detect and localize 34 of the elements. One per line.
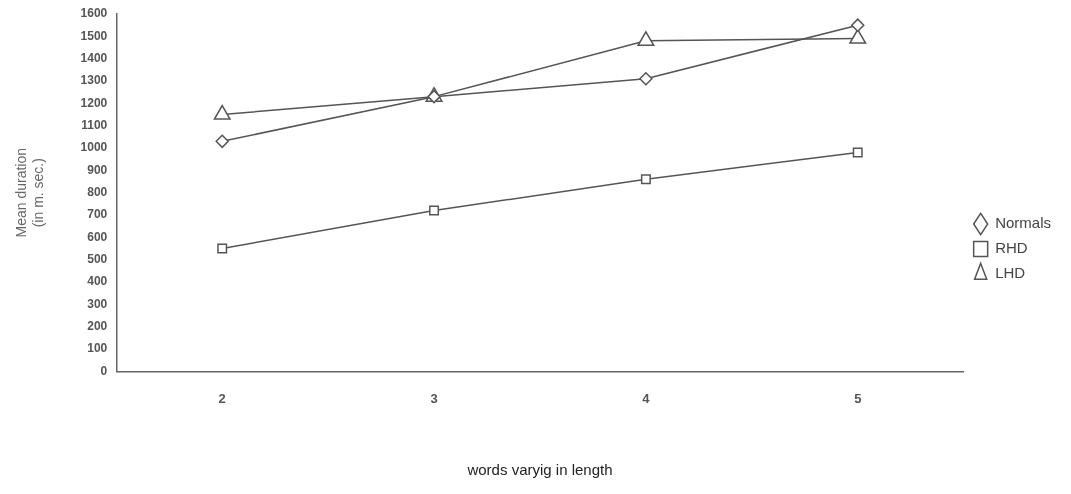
- legend-label: LHD: [995, 264, 1026, 282]
- y-tick-label: 1000: [80, 140, 108, 155]
- y-tick-label: 100: [87, 341, 108, 356]
- y-tick-label: 800: [87, 185, 108, 200]
- y-tick-label: 0: [100, 363, 108, 378]
- y-tick-label: 400: [87, 274, 108, 289]
- y-tick-label: 1600: [80, 6, 108, 21]
- legend-label: RHD: [995, 239, 1028, 257]
- y-tick-label: 900: [87, 162, 108, 177]
- point: [852, 147, 863, 158]
- x-tick-label: 4: [642, 390, 651, 406]
- y-tick-label: 1300: [80, 73, 108, 88]
- y-tick-label: 1100: [81, 118, 108, 132]
- x-tick-label: 5: [854, 390, 862, 406]
- y-axis-title: Mean duration (in m. sec.): [13, 147, 47, 238]
- legend-label: Normals: [995, 214, 1051, 232]
- point: [639, 72, 653, 86]
- point: [637, 31, 655, 47]
- y-tick-label: 1500: [80, 28, 108, 43]
- point: [640, 174, 651, 185]
- y-tick-label: 600: [87, 229, 108, 244]
- y-tick-label: 200: [87, 319, 108, 334]
- x-tick-label: 2: [218, 390, 226, 406]
- x-axis-title: words varyig in length: [466, 461, 613, 479]
- y-tick-label: 500: [87, 252, 108, 267]
- y-tick-label: 1400: [80, 50, 108, 65]
- x-tick-label: 3: [430, 390, 438, 406]
- point: [217, 243, 228, 254]
- y-tick-label: 700: [87, 207, 108, 222]
- y-tick-label: 1200: [80, 95, 108, 110]
- point: [429, 205, 440, 216]
- y-tick-label: 300: [87, 296, 108, 311]
- point: [850, 18, 865, 32]
- point: [215, 134, 229, 149]
